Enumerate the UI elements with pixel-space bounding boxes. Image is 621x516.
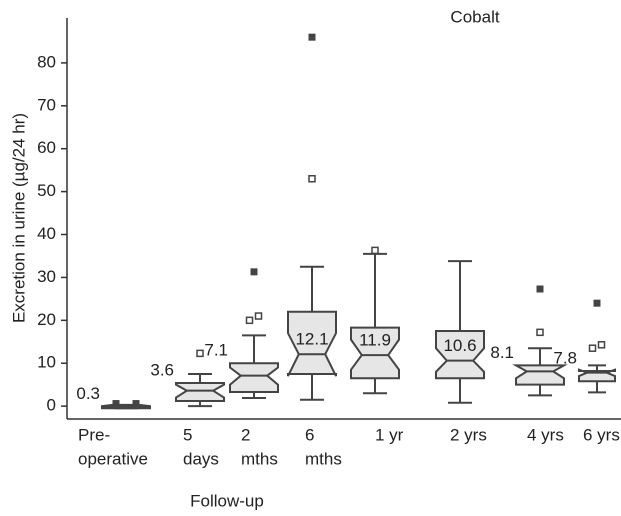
x-tick-label: 1 yr: [375, 425, 404, 444]
outlier: [371, 246, 379, 255]
y-tick-label: 70: [37, 95, 56, 114]
extreme: [132, 400, 140, 408]
outlier: [196, 349, 204, 358]
x-tick-label: mths: [241, 449, 278, 468]
x-tick-label: 6 yrs: [583, 425, 620, 444]
extreme: [308, 33, 316, 41]
median-label: 3.6: [150, 360, 174, 379]
x-tick-label: 5: [183, 425, 192, 444]
box: [175, 381, 225, 402]
box: [101, 403, 151, 410]
y-tick-label: 50: [37, 181, 56, 200]
outlier: [597, 341, 606, 349]
x-tick-label: Pre-: [78, 425, 110, 444]
x-axis-label: Follow-up: [190, 491, 264, 510]
median-label: 7.8: [553, 348, 577, 367]
y-tick-label: 80: [37, 52, 56, 71]
x-tick-label: 2 yrs: [450, 425, 487, 444]
chart-title: Cobalt: [450, 7, 499, 26]
box: [229, 362, 279, 393]
extreme: [250, 268, 258, 276]
box: [287, 310, 337, 377]
x-tick-label: 6: [305, 425, 314, 444]
y-tick-label: 10: [37, 353, 56, 372]
outlier: [308, 174, 316, 183]
median-label: 11.9: [359, 331, 391, 350]
median-label: 8.1: [490, 343, 514, 362]
x-tick-label: days: [183, 449, 219, 468]
y-tick-label: 30: [37, 267, 56, 286]
extreme: [112, 400, 120, 408]
outlier: [588, 344, 597, 352]
median-label: 12.1: [295, 330, 328, 349]
box: [435, 330, 485, 380]
y-tick-label: 0: [47, 396, 56, 415]
x-tick-label: 2: [241, 425, 250, 444]
box: [350, 326, 400, 380]
extreme: [593, 299, 601, 307]
box: [578, 368, 616, 383]
outlier: [254, 312, 263, 320]
box: [512, 364, 568, 386]
median-label: 0.3: [76, 384, 100, 403]
extreme: [536, 285, 544, 293]
outlier: [536, 328, 544, 337]
outlier: [245, 316, 254, 325]
y-axis-label: Excretion in urine (µg/24 hr): [9, 113, 28, 323]
median-label: 10.6: [443, 336, 476, 355]
y-tick-label: 60: [37, 138, 56, 157]
x-tick-label: mths: [305, 449, 342, 468]
x-tick-label: operative: [78, 449, 148, 468]
y-tick-label: 20: [37, 310, 56, 329]
y-tick-label: 40: [37, 224, 56, 243]
x-tick-label: 4 yrs: [527, 425, 564, 444]
median-label: 7.1: [204, 341, 228, 360]
